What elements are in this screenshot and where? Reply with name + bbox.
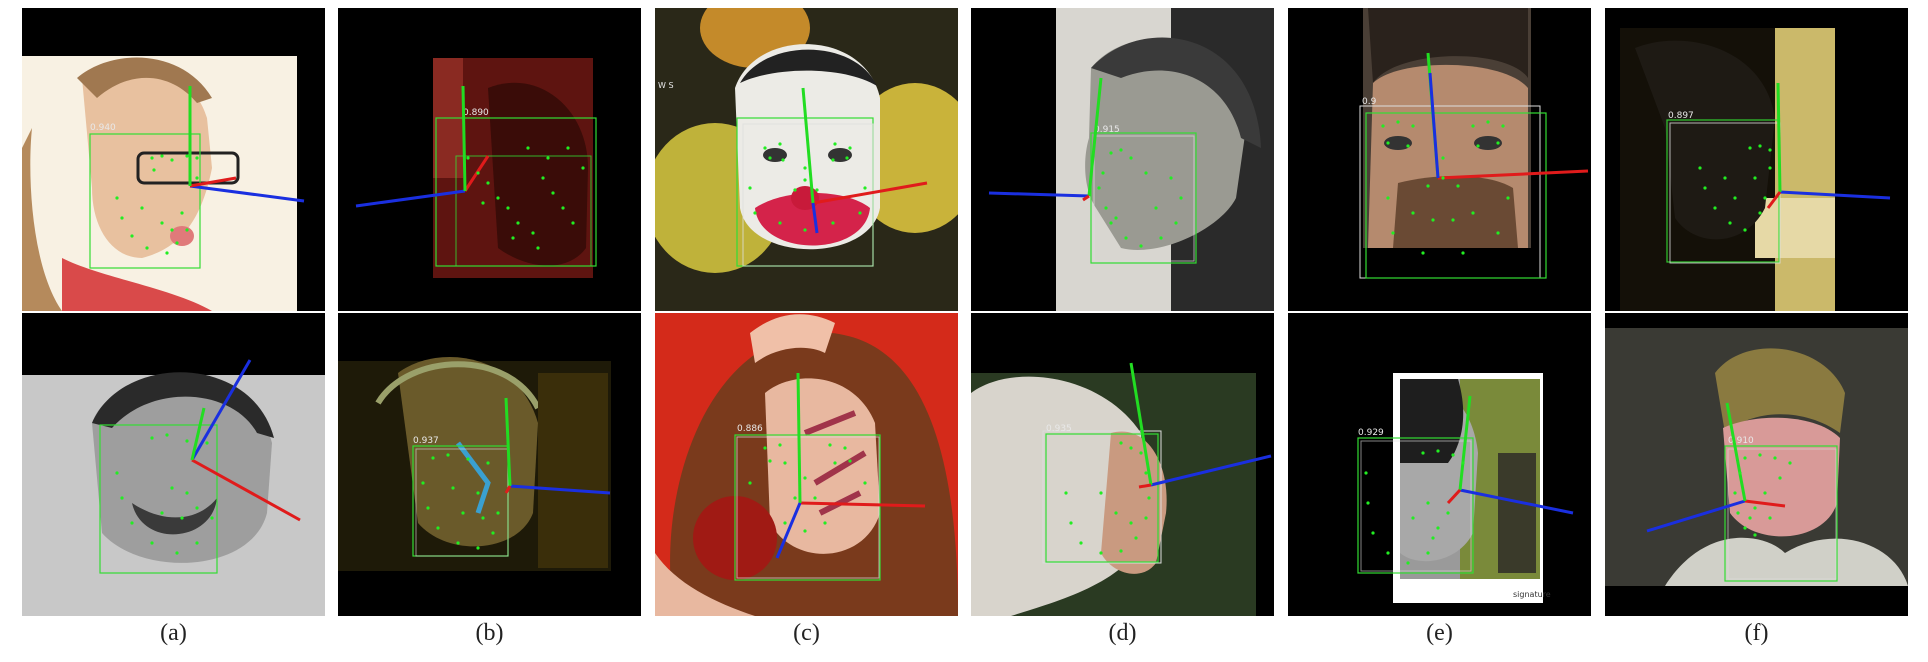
landmarks — [748, 142, 867, 232]
panel-f-top-image: 0.897 — [1620, 28, 1891, 311]
axis-z — [1779, 190, 1891, 200]
axis-y — [190, 407, 206, 461]
landmarks — [1733, 453, 1792, 537]
caption-a: (a) — [160, 620, 187, 646]
axis-y — [504, 397, 512, 487]
panel-a-bottom-image — [22, 313, 325, 616]
landmarks — [1064, 441, 1151, 555]
landmarks — [1381, 120, 1510, 255]
confidence-score: 0.9 — [1362, 97, 1377, 107]
axis-x — [1138, 483, 1152, 489]
panel-f-bottom-image: 0.910 — [1605, 313, 1908, 616]
axis-x — [1446, 488, 1462, 505]
axis-z — [1428, 72, 1440, 179]
axis-z — [1646, 499, 1746, 533]
axis-z — [775, 502, 802, 559]
landmarks — [466, 146, 585, 250]
panel-b-bottom-image: 0.937 — [338, 357, 611, 571]
panel-e-top-image: 0.9 — [1359, 8, 1589, 279]
panel-d-top-image: 0.915 — [988, 8, 1274, 311]
confidence-score: 0.937 — [413, 436, 439, 446]
caption-c: (c) — [793, 620, 820, 646]
panel-c-top-image: W S — [655, 8, 958, 311]
landmarks — [115, 154, 199, 255]
axis-x — [799, 501, 926, 508]
panel-a-top-image: 0.940 — [22, 8, 325, 311]
axis-y — [1087, 77, 1103, 197]
axis-x — [1766, 191, 1782, 209]
axis-x — [504, 485, 512, 494]
axis-x — [189, 176, 237, 188]
axis-z — [1150, 454, 1272, 487]
bounding-box — [734, 434, 881, 581]
confidence-score: 0.890 — [463, 108, 489, 118]
bounding-box — [1365, 112, 1547, 279]
panel-e-bottom-image: signature 0.929 — [1357, 373, 1574, 603]
caption-d: (d) — [1108, 620, 1137, 646]
axis-z — [189, 184, 305, 203]
background-text: W S — [658, 81, 674, 90]
landmarks — [1698, 144, 1772, 232]
confidence-score: 0.886 — [737, 424, 763, 434]
panel-c-bottom: 0.886 — [655, 313, 958, 616]
panel-f-top: 0.897 — [1605, 8, 1908, 311]
caption-f: (f) — [1744, 620, 1769, 646]
axis-z — [1459, 488, 1574, 515]
confidence-score: 0.935 — [1046, 424, 1072, 434]
panel-e-bottom: signature 0.929 — [1288, 313, 1591, 616]
confidence-score: 0.929 — [1358, 428, 1384, 438]
axis-y — [1458, 395, 1472, 491]
axis-y — [1776, 82, 1782, 193]
photo-signature: signature — [1513, 590, 1551, 599]
axis-x — [1744, 499, 1786, 508]
axis-x — [1437, 169, 1589, 180]
landmarks — [115, 433, 214, 555]
landmarks — [748, 443, 867, 533]
bounding-box — [1357, 437, 1474, 574]
bounding-box — [89, 133, 201, 269]
panel-a-top: 0.940 — [22, 8, 325, 311]
panel-b-top-image: 0.890 — [355, 58, 597, 278]
bounding-box — [1090, 132, 1197, 264]
confidence-score: 0.910 — [1728, 436, 1754, 446]
panel-d-bottom-image: 0.935 — [971, 313, 1274, 616]
panel-f-bottom: 0.910 — [1605, 313, 1908, 616]
panel-a-bottom — [22, 313, 325, 616]
panel-d-top: 0.915 — [971, 8, 1274, 311]
panel-c-bottom-image: 0.886 — [655, 313, 958, 616]
bounding-box-secondary — [1042, 430, 1162, 564]
axis-z — [988, 191, 1090, 198]
axis-z — [811, 202, 819, 234]
panel-b-top: 0.890 — [338, 8, 641, 311]
axis-x — [1082, 194, 1090, 202]
axis-y — [461, 85, 467, 192]
landmarks — [1364, 449, 1465, 565]
caption-b: (b) — [475, 620, 504, 646]
panel-d-bottom: 0.935 — [971, 313, 1274, 616]
axis-y — [801, 87, 815, 204]
axis-x — [812, 181, 928, 205]
panel-c-top: W S — [655, 8, 958, 311]
bounding-box — [99, 424, 218, 574]
bounding-box — [1724, 445, 1838, 582]
confidence-score: 0.897 — [1668, 111, 1694, 121]
axis-z — [190, 359, 252, 461]
bounding-box — [1045, 433, 1159, 563]
caption-e: (e) — [1426, 620, 1453, 646]
landmarks — [421, 453, 500, 550]
axis-y — [796, 372, 802, 504]
confidence-score: 0.915 — [1094, 125, 1120, 135]
panel-e-top: 0.9 — [1288, 8, 1591, 311]
axis-z — [509, 484, 611, 495]
axis-z — [355, 189, 466, 208]
axis-y — [1129, 362, 1153, 486]
axis-y — [1725, 402, 1747, 502]
confidence-score: 0.940 — [90, 123, 116, 133]
axis-x — [191, 458, 301, 522]
panel-b-bottom: 0.937 — [338, 313, 641, 616]
landmarks — [1097, 148, 1183, 248]
